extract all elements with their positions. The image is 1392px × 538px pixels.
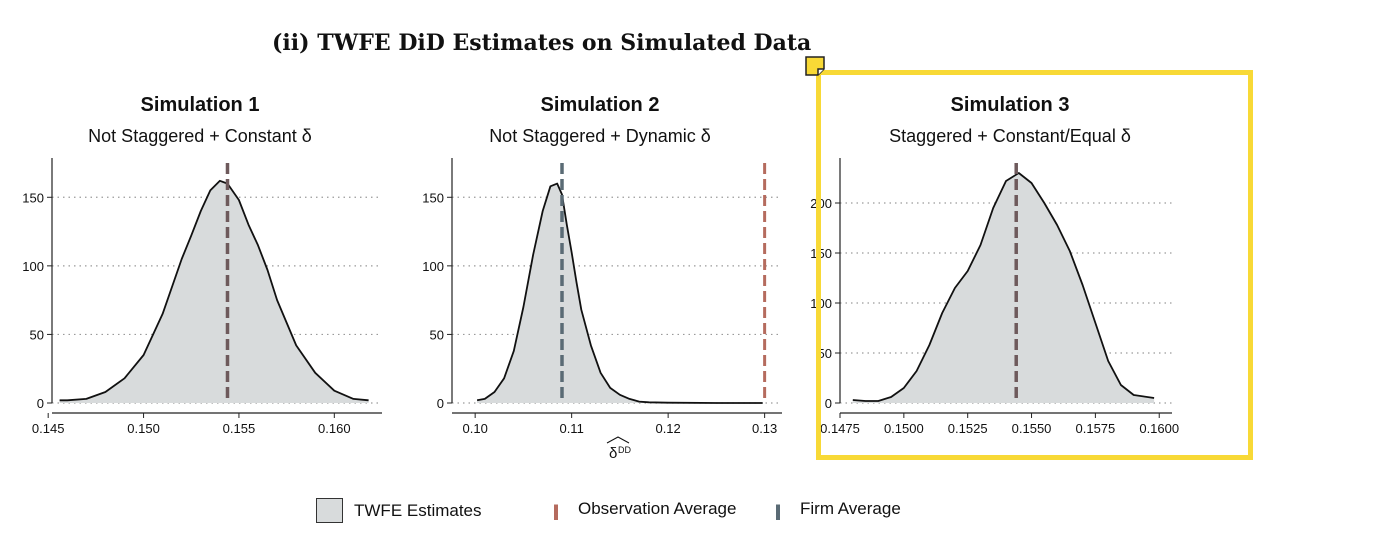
figure-title: (ii) TWFE DiD Estimates on Simulated Dat… — [272, 30, 812, 56]
y-tick-label: 50 — [818, 346, 832, 361]
y-tick-label: 50 — [30, 327, 44, 342]
y-tick-label: 200 — [810, 196, 832, 211]
y-tick-label: 100 — [810, 296, 832, 311]
panel-subtitle: Staggered + Constant/Equal δ — [889, 126, 1131, 146]
simulation-1-panel: Simulation 1 Not Staggered + Constant δ … — [0, 88, 400, 468]
y-tick-label: 0 — [825, 396, 832, 411]
density-area — [852, 173, 1155, 403]
legend-label: Observation Average — [578, 499, 737, 518]
x-tick-label: 0.1575 — [1076, 421, 1116, 436]
x-tick-label: 0.13 — [752, 421, 777, 436]
panel-title: Simulation 1 — [140, 94, 260, 116]
x-tick-label: 0.145 — [32, 421, 65, 436]
x-tick-label: 0.11 — [559, 421, 583, 436]
x-tick-label: 0.155 — [223, 421, 256, 436]
observation-dash-swatch — [554, 498, 558, 520]
density-curve — [852, 172, 1155, 402]
y-tick-label: 0 — [437, 396, 444, 411]
x-tick-label: 0.1475 — [820, 421, 860, 436]
legend-item-observation: Observation Average — [554, 498, 736, 520]
x-tick-label: 0.1550 — [1012, 421, 1052, 436]
x-axis-label-hat — [606, 436, 630, 444]
sticky-note-icon[interactable] — [803, 54, 827, 78]
y-tick-label: 100 — [22, 259, 44, 274]
highlight-box — [816, 70, 1253, 460]
panel-subtitle: Not Staggered + Dynamic δ — [489, 126, 711, 146]
panel-title: Simulation 2 — [540, 94, 660, 116]
x-tick-label: 0.1525 — [948, 421, 988, 436]
y-tick-label: 50 — [430, 327, 444, 342]
y-tick-label: 100 — [422, 259, 444, 274]
legend-item-firm: Firm Average — [776, 498, 901, 520]
y-tick-label: 0 — [37, 396, 44, 411]
estimates-swatch — [316, 498, 343, 523]
density-plot: 0 50 100 150 200 0.1475 0.1500 0.1525 0.1550 0.15… — [810, 158, 1179, 436]
legend-item-estimates: TWFE Estimates — [316, 498, 482, 523]
y-tick-label: 150 — [810, 246, 832, 261]
legend: TWFE Estimates Observation Average Firm … — [0, 498, 1392, 538]
x-axis-label-superscript: DD — [618, 445, 631, 455]
x-tick-label: 0.10 — [463, 421, 488, 436]
density-area — [477, 183, 763, 403]
x-tick-label: 0.12 — [655, 421, 680, 436]
x-tick-label: 0.150 — [127, 421, 160, 436]
simulation-3-panel: Simulation 3 Staggered + Constant/Equal … — [800, 88, 1220, 468]
legend-label: TWFE Estimates — [354, 500, 482, 520]
firm-dash-swatch — [776, 498, 780, 520]
x-tick-label: 0.1500 — [884, 421, 924, 436]
y-tick-label: 150 — [422, 190, 444, 205]
x-tick-label: 0.160 — [318, 421, 351, 436]
density-plot: 0 50 100 150 0.10 0.11 0.12 0.13 δ DD — [422, 158, 782, 462]
density-area — [59, 180, 369, 403]
y-tick-label: 150 — [22, 190, 44, 205]
panel-title: Simulation 3 — [950, 94, 1070, 116]
x-tick-label: 0.1600 — [1139, 421, 1179, 436]
density-curve — [476, 182, 763, 404]
density-plot: 0 50 100 150 0.145 0.150 0.155 0.160 — [22, 158, 382, 436]
panel-subtitle: Not Staggered + Constant δ — [88, 126, 312, 146]
x-axis-label: δ DD — [606, 436, 631, 462]
x-axis-label-symbol: δ — [609, 445, 617, 462]
legend-label: Firm Average — [800, 499, 901, 518]
density-curve — [59, 179, 369, 402]
simulation-2-panel: Simulation 2 Not Staggered + Dynamic δ 0… — [400, 88, 800, 468]
